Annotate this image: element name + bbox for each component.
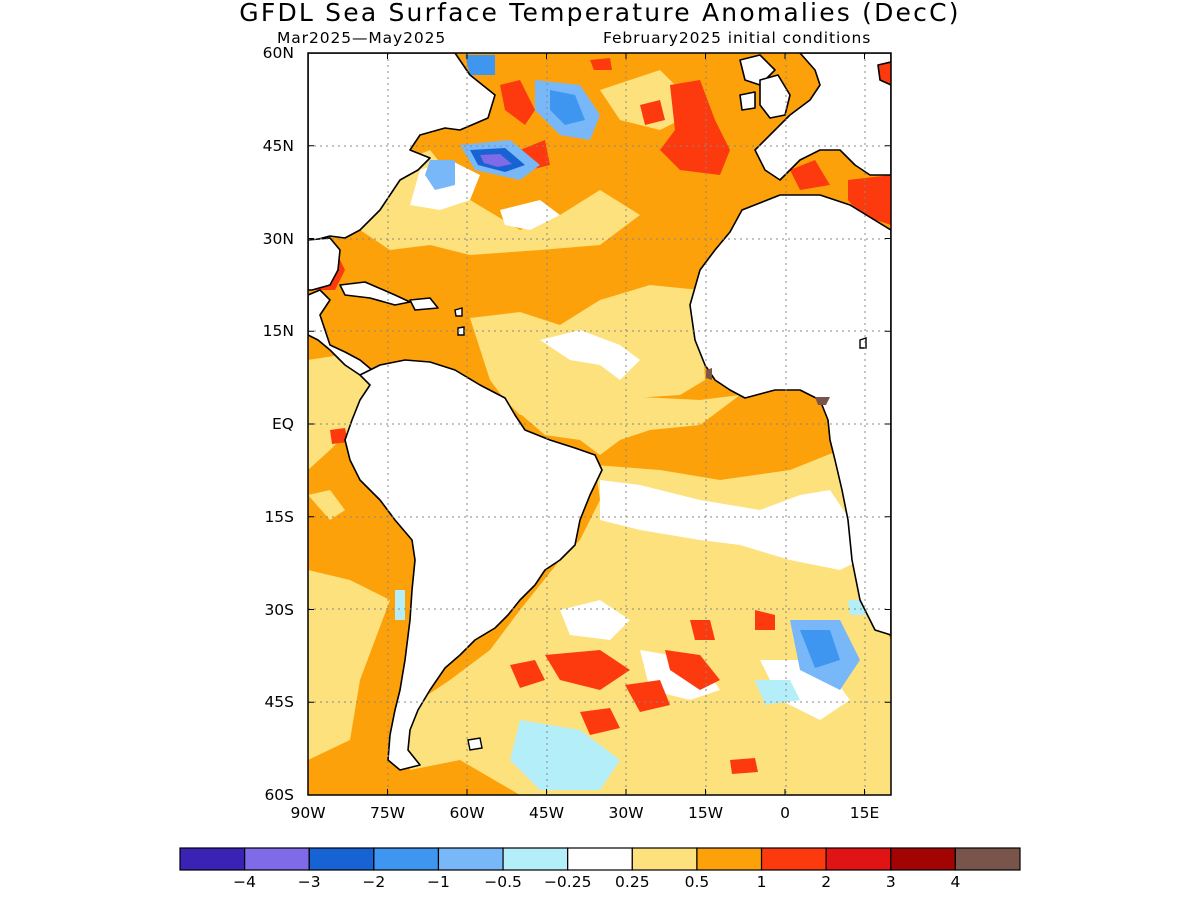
colorbar-swatch [308,847,375,871]
colorbar-label: −2 [362,873,386,891]
colorbar-swatch [954,847,1021,871]
lon-label: 90W [290,804,326,822]
colorbar-label: −4 [233,873,257,891]
lat-label: 30S [264,600,294,619]
colorbar-swatch [437,847,504,871]
lon-label: 45W [528,804,565,822]
colorbar-swatch [373,847,440,871]
lat-label: 45S [264,693,294,712]
colorbar-label: 3 [885,873,896,891]
colorbar-label: 0.25 [615,873,650,891]
colorbar-label: −3 [297,873,321,891]
colorbar-swatch [890,847,956,871]
graticule [308,53,891,795]
land [308,53,891,771]
colorbar-swatch [502,847,569,871]
lon-label: 15E [849,804,880,822]
lat-label: 30N [262,229,294,248]
lon-label: 60W [449,804,485,822]
anomaly-negative [395,55,870,790]
colorbar-swatch [567,847,633,871]
colorbar-swatch [760,847,827,871]
anomaly-over-4 [706,368,830,405]
colorbar-label: 0.5 [684,873,710,891]
lon-label: 75W [369,804,406,822]
europe [754,53,891,181]
colorbar-swatch [244,847,310,871]
map-title: GFDL Sea Surface Temperature Anomalies (… [239,0,961,27]
lon-label: 0 [780,804,790,822]
colorbar-label: 1 [756,873,767,891]
lat-label: 15N [262,322,294,341]
lat-label: 15S [264,507,294,526]
colorbar-label: −0.5 [484,873,522,891]
islands [454,307,867,751]
british-isles [759,74,791,119]
lon-label: 15W [687,804,724,822]
colorbar [179,847,1021,871]
colorbar-swatch [825,847,892,871]
colorbar-swatch [631,847,698,871]
colorbar-label: 4 [950,873,961,891]
cuba [339,281,411,306]
colorbar-swatch [179,847,246,871]
lat-label: EQ [272,415,294,433]
anomaly-field [308,53,891,795]
lat-label: 60S [264,786,294,804]
lat-label: 45N [262,136,294,155]
colorbar-label: −0.25 [543,873,592,891]
north-america [308,53,496,241]
south-america [344,359,603,771]
forecast-period: Mar2025—May2025 [277,29,447,47]
lat-label: 60N [262,44,294,62]
colorbar-label: −1 [427,873,450,891]
lon-label: 30W [608,804,644,822]
colorbar-label: 2 [821,873,832,891]
central-america [308,289,373,376]
initial-conditions: February2025 initial conditions [603,29,872,47]
africa [689,194,891,636]
colorbar-swatch [696,847,763,871]
axis-ticks [307,52,891,796]
